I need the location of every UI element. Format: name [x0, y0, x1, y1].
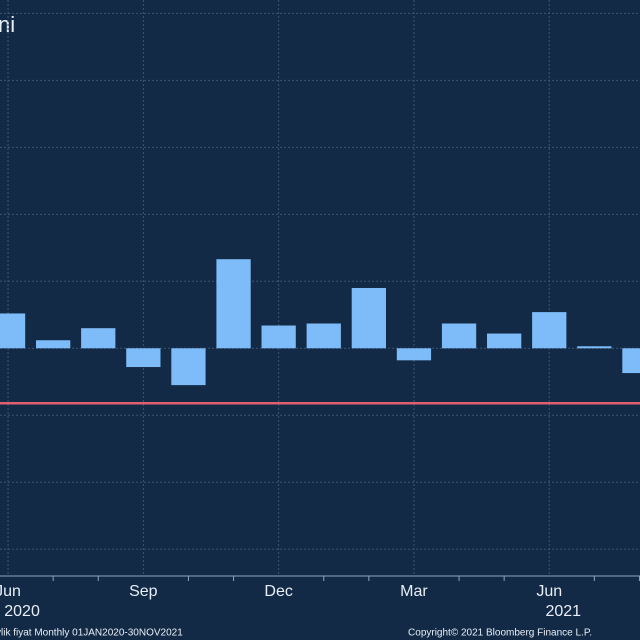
bar [351, 288, 386, 349]
footer-right: Copyright© 2021 Bloomberg Finance L.P. [408, 628, 592, 639]
year-label: 2020 [4, 603, 40, 620]
bar [532, 312, 567, 349]
bar [216, 259, 251, 349]
bar [171, 348, 206, 386]
bar [396, 348, 432, 361]
x-tick-label: Dec [264, 583, 292, 600]
bar [441, 323, 477, 349]
bar [577, 346, 612, 349]
x-tick-label: Mar [400, 583, 428, 600]
bar [81, 328, 116, 349]
bar [36, 340, 71, 349]
bar [622, 348, 640, 374]
year-label: 2021 [545, 603, 581, 620]
bar [487, 333, 522, 349]
bar [261, 325, 296, 349]
bar [306, 323, 341, 349]
footer-left: ylik fiyat Monthly 01JAN2020-30NOV2021 [0, 628, 183, 639]
bar [0, 313, 26, 349]
x-tick-label: Jun [536, 583, 562, 600]
bar [126, 348, 161, 368]
x-tick-label: Jun [0, 583, 21, 600]
x-tick-label: Sep [129, 583, 158, 600]
